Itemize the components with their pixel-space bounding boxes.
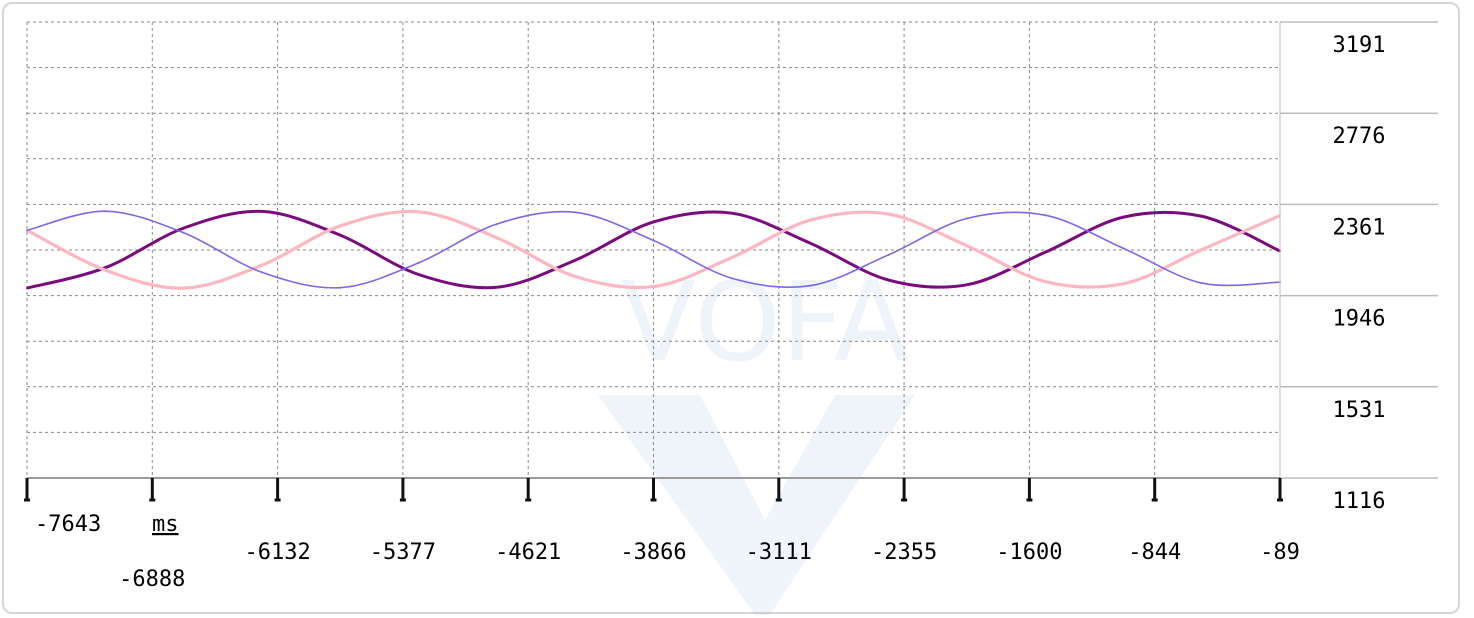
x-tick-label: -7643 xyxy=(35,512,101,537)
data-point-ch_purple xyxy=(1200,215,1203,218)
y-tick-label: 1946 xyxy=(1333,307,1386,332)
data-point-ch_pink xyxy=(1200,248,1203,251)
y-tick-label: 1531 xyxy=(1333,398,1386,423)
x-tick-label: -844 xyxy=(1128,540,1181,565)
data-point-ch_blue xyxy=(1200,282,1203,285)
data-point-ch_pink xyxy=(104,269,107,272)
x-tick-label: -2355 xyxy=(871,540,937,565)
x-tick-label: -4621 xyxy=(495,540,561,565)
axes: 3191 2776 2361 1946 1531 1116 -7643 -6888 -6132 -… xyxy=(24,21,1438,592)
data-point-ch_blue xyxy=(809,284,812,287)
data-point-ch_purple xyxy=(652,220,655,223)
data-point-ch_purple xyxy=(574,259,577,262)
data-point-ch_pink xyxy=(809,219,812,222)
y-tick-label: 2361 xyxy=(1333,215,1386,240)
vofa-watermark-logo: VOFA xyxy=(598,258,915,615)
data-point-ch_blue xyxy=(104,210,107,213)
x-axis-unit-label: ms xyxy=(152,512,179,537)
data-point-ch_blue xyxy=(417,261,420,264)
data-point-ch_pink xyxy=(1044,280,1047,283)
chart-frame xyxy=(2,2,1460,614)
y-tick-label: 1116 xyxy=(1333,489,1386,514)
data-point-ch_blue xyxy=(26,229,28,232)
data-point-ch_purple xyxy=(495,286,498,289)
x-tick-label: -5377 xyxy=(370,540,436,565)
data-point-ch_pink xyxy=(339,224,342,227)
data-point-ch_blue xyxy=(652,239,655,242)
data-point-ch_blue xyxy=(182,231,185,234)
data-point-ch_pink xyxy=(887,213,890,216)
data-point-ch_pink xyxy=(574,275,577,278)
data-point-ch_pink xyxy=(260,264,263,267)
data-point-ch_pink xyxy=(182,287,185,290)
data-point-ch_purple xyxy=(182,227,185,230)
data-point-ch_pink xyxy=(965,244,968,247)
data-point-ch_purple xyxy=(809,242,812,245)
data-point-ch_blue xyxy=(1122,247,1125,250)
x-tick-label: -1600 xyxy=(996,540,1062,565)
x-tick-label: -3866 xyxy=(620,540,686,565)
data-point-ch_purple xyxy=(339,234,342,237)
x-tick-label: -3111 xyxy=(746,540,812,565)
data-point-ch_blue xyxy=(495,222,498,225)
data-point-ch_pink xyxy=(495,236,498,239)
data-point-ch_blue xyxy=(574,211,577,214)
x-tick-label: -89 xyxy=(1260,540,1300,565)
data-point-ch_pink xyxy=(417,210,420,213)
data-point-ch_blue xyxy=(1044,214,1047,217)
y-tick-label: 3191 xyxy=(1333,33,1386,58)
data-point-ch_blue xyxy=(339,286,342,289)
data-point-ch_purple xyxy=(417,273,420,276)
data-point-ch_purple xyxy=(887,278,890,281)
data-point-ch_purple xyxy=(965,283,968,286)
data-point-ch_purple xyxy=(26,287,28,290)
data-point-ch_blue xyxy=(730,277,733,280)
data-point-ch_purple xyxy=(1122,216,1125,219)
x-tick-label: -6888 xyxy=(119,567,185,592)
x-tick-label: -6132 xyxy=(244,540,310,565)
data-point-ch_pink xyxy=(1122,282,1125,285)
data-point-ch_purple xyxy=(1044,251,1047,254)
data-point-ch_blue xyxy=(260,271,263,274)
data-point-ch_pink xyxy=(730,256,733,259)
data-point-ch_purple xyxy=(730,212,733,215)
series-group xyxy=(26,209,1281,290)
data-point-ch_pink xyxy=(652,285,655,288)
data-point-ch_purple xyxy=(260,210,263,213)
data-point-ch_purple xyxy=(104,266,107,269)
watermark-text: VOFA xyxy=(621,258,909,386)
data-point-ch_blue xyxy=(887,253,890,256)
y-tick-label: 2776 xyxy=(1333,124,1386,149)
data-point-ch_blue xyxy=(965,217,968,220)
